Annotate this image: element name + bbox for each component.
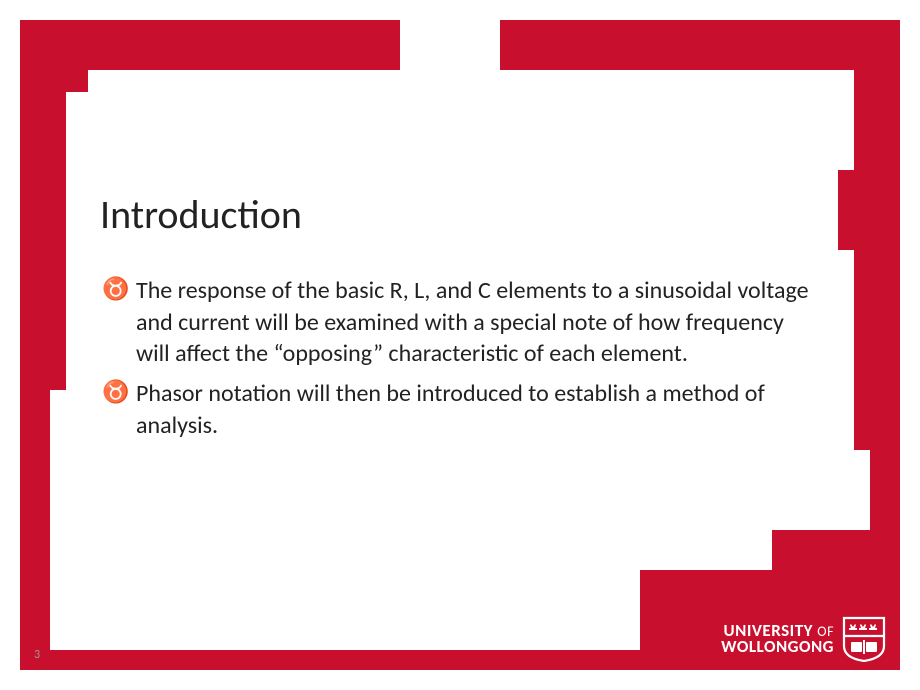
border-piece (38, 60, 66, 390)
list-item: ♉ Phasor notation will then be introduce… (100, 378, 820, 441)
border-piece (772, 530, 882, 580)
logo-line2: WOLLONGONG (721, 639, 834, 655)
taurus-icon: ♉ (102, 278, 129, 300)
bullet-text: The response of the basic R, L, and C el… (136, 276, 809, 368)
taurus-icon: ♉ (102, 381, 129, 403)
list-item: ♉ The response of the basic R, L, and C … (100, 275, 820, 370)
bullet-list: ♉ The response of the basic R, L, and C … (100, 275, 820, 441)
university-logo: UNIVERSITY OF WOLLONGONG (721, 616, 886, 662)
border-piece (38, 60, 88, 92)
logo-text: UNIVERSITY OF WOLLONGONG (721, 623, 834, 655)
bullet-text: Phasor notation will then be introduced … (136, 379, 765, 440)
border-piece (838, 170, 882, 250)
slide: Introduction ♉ The response of the basic… (0, 0, 920, 690)
border-piece (854, 60, 882, 450)
page-number: 3 (34, 648, 40, 662)
border-piece (500, 20, 900, 70)
slide-title: Introduction (100, 190, 820, 239)
shield-icon (842, 616, 886, 662)
slide-content: Introduction ♉ The response of the basic… (100, 190, 820, 449)
